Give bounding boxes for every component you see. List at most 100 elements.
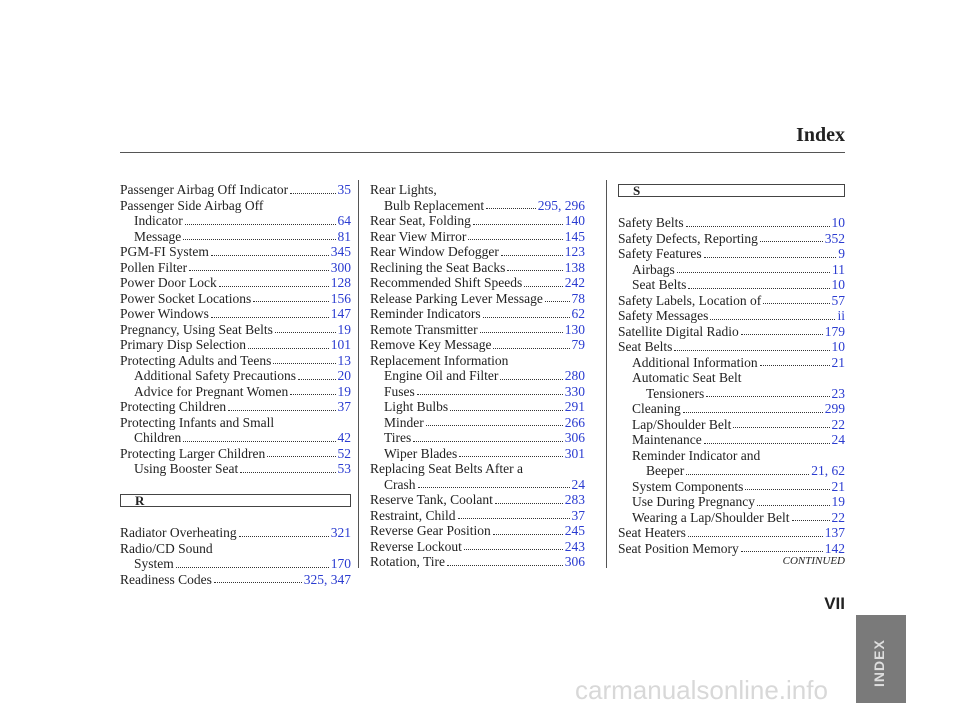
divider xyxy=(606,180,607,568)
section-heading: S xyxy=(618,184,845,197)
index-line: Maintenance 24 xyxy=(618,432,845,448)
page-ref: 140 xyxy=(564,213,585,228)
entry-text: Reclining the Seat Backs xyxy=(370,259,506,275)
page-ref: 52 xyxy=(337,445,352,461)
leader xyxy=(184,213,336,225)
entry-text: Crash xyxy=(384,476,416,492)
entry-text: Pregnancy, Using Seat Belts xyxy=(120,321,273,337)
entry-text: Rear Seat, Folding xyxy=(370,213,471,228)
index-line: Rotation, Tire 306 xyxy=(370,554,585,570)
index-line: Rear Seat, Folding 140 xyxy=(370,213,585,229)
entry-text: Readiness Codes xyxy=(120,571,212,587)
leader xyxy=(175,556,329,568)
column: Passenger Airbag Off Indicator 35 Passenge… xyxy=(120,182,351,587)
index-line: Safety Messages ii xyxy=(618,308,845,324)
index-line: Passenger Side Airbag Off xyxy=(120,198,351,214)
entry-text: Power Windows xyxy=(120,306,209,321)
entry-text: Safety Messages xyxy=(618,308,709,323)
leader xyxy=(416,384,563,395)
leader xyxy=(745,479,830,490)
index-line: Wiper Blades 301 xyxy=(370,446,585,462)
leader xyxy=(791,510,830,521)
page-ref: 24 xyxy=(571,476,586,492)
page-ref: 243 xyxy=(564,538,585,554)
index-line: Protecting Larger Children 52 xyxy=(120,446,351,462)
page-ref: 20 xyxy=(337,368,352,383)
spacer xyxy=(120,477,351,493)
leader xyxy=(472,213,563,225)
page-ref: 170 xyxy=(330,556,351,571)
index-line: Reminder Indicators 62 xyxy=(370,306,585,322)
leader xyxy=(463,539,563,550)
entry-text: Safety Features xyxy=(618,246,702,261)
index-line: Additional Information 21 xyxy=(618,355,845,371)
page-ref: 280 xyxy=(564,368,585,383)
page-number: VII xyxy=(824,594,845,613)
index-line: Message 81 xyxy=(120,229,351,245)
entry-text: Radio/CD Sound xyxy=(120,540,213,556)
page-ref: 23 xyxy=(831,385,846,401)
index-line: Children 42 xyxy=(120,430,351,446)
page-ref: 345 xyxy=(330,244,351,259)
page-ref: 128 xyxy=(330,275,351,290)
index-line: Power Door Lock 128 xyxy=(120,275,351,291)
section-heading: R xyxy=(120,494,351,507)
page-ref: 179 xyxy=(824,323,845,339)
page-ref: 57 xyxy=(831,292,846,308)
leader xyxy=(740,324,823,335)
page-ref: 123 xyxy=(564,244,585,259)
index-line: Pollen Filter 300 xyxy=(120,260,351,276)
index-line: Reverse Lockout 243 xyxy=(370,539,585,555)
page-ref: 147 xyxy=(330,306,351,321)
page-ref: 283 xyxy=(564,492,585,507)
leader xyxy=(253,291,329,302)
entry-text: Seat Belts xyxy=(632,277,687,292)
entry-text: Recommended Shift Speeds xyxy=(370,275,523,290)
watermark: carmanualsonline.info xyxy=(575,675,828,705)
page-ref: 130 xyxy=(564,321,585,337)
index-line: Cleaning 299 xyxy=(618,401,845,417)
entry-text: Protecting Infants and Small xyxy=(120,414,275,430)
index-line: Safety Belts 10 xyxy=(618,215,845,231)
leader xyxy=(183,229,336,240)
leader xyxy=(507,260,563,271)
leader xyxy=(676,262,830,273)
page-ref: 24 xyxy=(831,432,846,447)
entry-text: Indicator xyxy=(134,213,183,228)
page-ref: 266 xyxy=(564,414,585,430)
leader xyxy=(417,477,570,488)
entry-text: Wearing a Lap/Shoulder Belt xyxy=(632,509,790,525)
index-line: Reclining the Seat Backs 138 xyxy=(370,260,585,276)
page-ref: 19 xyxy=(337,383,352,399)
leader xyxy=(682,401,823,413)
leader xyxy=(213,572,302,583)
leader xyxy=(493,337,570,349)
entry-text: Protecting Adults and Teens xyxy=(120,352,272,368)
index-line: Fuses 330 xyxy=(370,384,585,400)
index-line: Additional Safety Precautions 20 xyxy=(120,368,351,384)
page-ref: 242 xyxy=(564,275,585,290)
leader xyxy=(425,415,563,426)
index-line: Safety Defects, Reporting 352 xyxy=(618,231,845,247)
index-line: Beeper 21, 62 xyxy=(618,463,845,479)
entry-text: Reminder Indicators xyxy=(370,306,481,321)
index-line: Rear Lights, xyxy=(370,182,585,198)
entry-text: Use During Pregnancy xyxy=(632,494,755,509)
leader xyxy=(450,399,563,411)
continued: CONTINUED xyxy=(782,555,845,567)
page-ref: 53 xyxy=(337,461,352,476)
index-line: Pregnancy, Using Seat Belts 19 xyxy=(120,322,351,338)
index-line: Minder 266 xyxy=(370,415,585,431)
entry-text: Additional Information xyxy=(632,354,758,370)
page-ref: 64 xyxy=(337,213,352,228)
entry-text: Passenger Side Airbag Off xyxy=(120,197,264,213)
page-ref: 299 xyxy=(824,401,845,416)
spacer xyxy=(618,200,845,216)
index-line: Release Parking Lever Message 78 xyxy=(370,291,585,307)
entry-text: Replacing Seat Belts After a xyxy=(370,461,523,476)
page-ref: 13 xyxy=(337,352,352,368)
side-tab: INDEX xyxy=(856,615,906,703)
entry-text: Radiator Overheating xyxy=(120,525,237,540)
entry-text: Satellite Digital Radio xyxy=(618,323,739,339)
entry-text: Bulb Replacement xyxy=(384,197,485,213)
